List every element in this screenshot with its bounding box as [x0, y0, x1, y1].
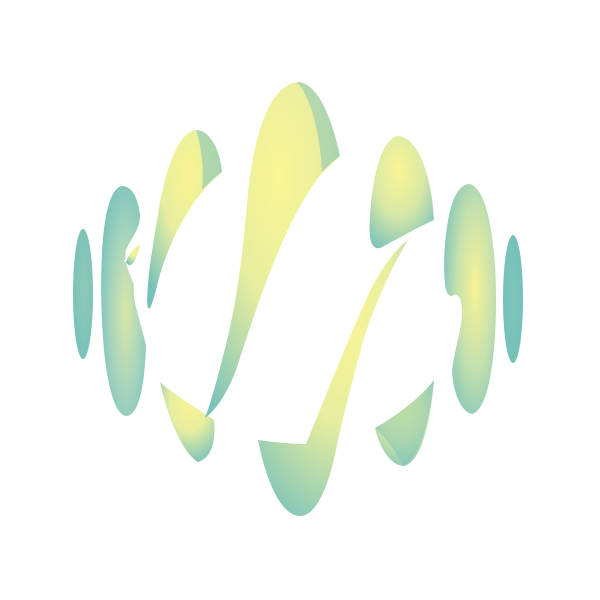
slice-2	[101, 186, 146, 416]
slice-6	[444, 184, 496, 414]
slice-4	[205, 82, 408, 516]
slice-5-shadow	[375, 380, 434, 466]
slice-7	[503, 235, 523, 363]
slice-3-shadow	[196, 130, 222, 190]
slice-1	[73, 229, 93, 359]
slice-4-shadow	[297, 82, 340, 172]
slice-5	[369, 136, 434, 466]
